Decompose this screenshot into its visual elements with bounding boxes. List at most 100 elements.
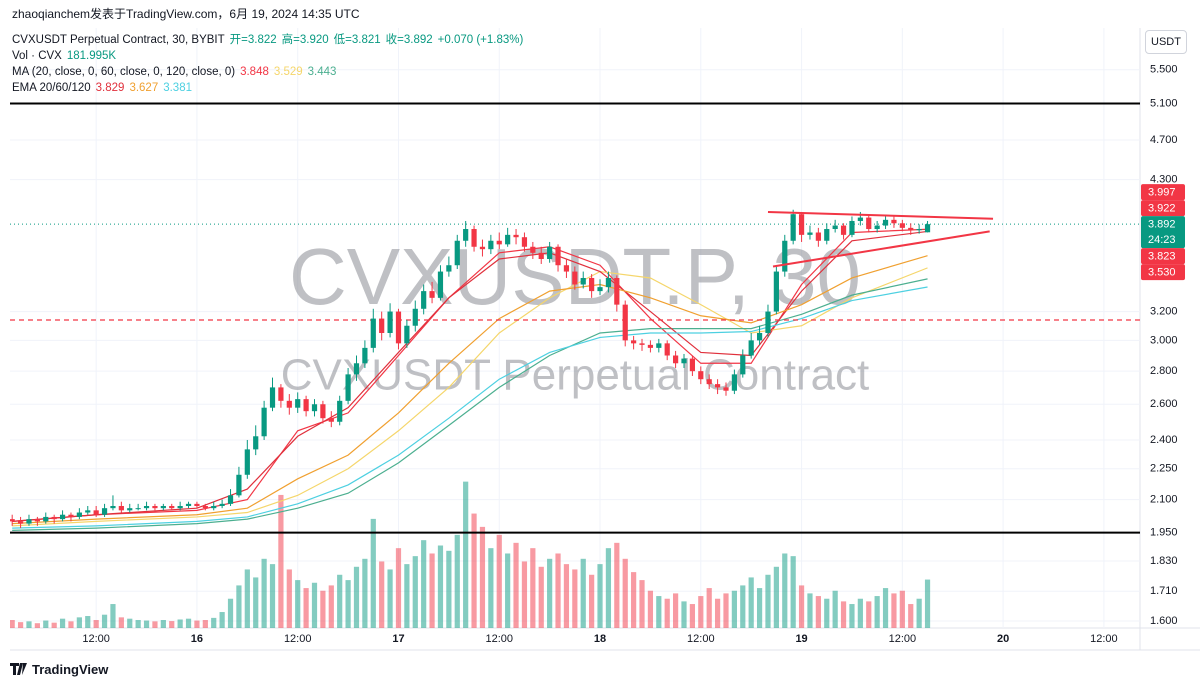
volume-title: Vol · CVX xyxy=(12,50,62,62)
volume-bar xyxy=(698,596,704,628)
candle-body xyxy=(866,217,872,230)
candle-body xyxy=(278,387,284,401)
volume-bar xyxy=(160,620,166,628)
candle-body xyxy=(345,374,351,401)
candle-body xyxy=(740,355,746,375)
volume-bar xyxy=(547,558,553,628)
volume-bar xyxy=(59,618,66,628)
x-tick-label: 12:00 xyxy=(1090,633,1118,645)
price-badge-label: 3.530 xyxy=(1148,267,1176,279)
volume-bar xyxy=(303,588,309,628)
candle-body xyxy=(446,265,452,272)
x-tick-label: 12:00 xyxy=(687,633,715,645)
candle-body xyxy=(362,347,368,364)
y-tick-label: 5.500 xyxy=(1150,64,1178,76)
volume-bar xyxy=(110,604,116,628)
volume-bar xyxy=(530,548,536,628)
volume-bar xyxy=(17,622,24,628)
volume-bar xyxy=(882,588,889,628)
volume-bar xyxy=(664,598,670,628)
volume-value: 181.995K xyxy=(66,50,117,62)
y-tick-label: 1.830 xyxy=(1150,555,1178,567)
volume-bar xyxy=(471,513,477,628)
candle-body xyxy=(782,240,788,272)
volume-bar xyxy=(622,558,628,628)
indicator-value: 3.443 xyxy=(307,66,337,78)
volume-bar xyxy=(227,598,234,628)
volume-bar xyxy=(127,618,133,628)
countdown: 24:23 xyxy=(1148,234,1176,246)
y-tick-label: 3.200 xyxy=(1150,305,1178,317)
candle-body xyxy=(253,436,259,450)
volume-bar xyxy=(26,621,32,628)
volume-bar xyxy=(43,620,49,628)
volume-bar xyxy=(538,566,544,628)
candle-body xyxy=(429,291,435,298)
volume-bar xyxy=(76,617,82,628)
volume-bar xyxy=(756,588,763,628)
candle-body xyxy=(589,277,595,292)
candle-body xyxy=(908,227,914,231)
ohlc-label: 收=3.892 xyxy=(385,34,433,46)
candle-body xyxy=(463,229,469,241)
indicator-value: 3.829 xyxy=(95,82,125,94)
volume-bar xyxy=(379,561,385,628)
candle-body xyxy=(395,311,402,344)
volume-bar xyxy=(454,534,460,628)
legend-row: CVXUSDT Perpetual Contract, 30, BYBIT 开=3… xyxy=(12,32,528,48)
legend-row: MA (20, close, 0, 60, close, 0, 120, clo… xyxy=(12,64,528,80)
indicator-value: 3.381 xyxy=(163,82,192,94)
volume-bar xyxy=(748,577,754,628)
candle-body xyxy=(194,503,200,507)
x-tick-label: 12:00 xyxy=(82,633,110,645)
candle-body xyxy=(437,271,444,298)
x-tick-label: 19 xyxy=(795,633,807,645)
volume-bar xyxy=(731,590,737,628)
volume-bar xyxy=(269,564,276,628)
currency-button[interactable]: USDT xyxy=(1145,30,1187,54)
volume-bar xyxy=(10,620,15,628)
candle-body xyxy=(236,474,242,496)
volume-bar xyxy=(169,621,175,628)
candle-body xyxy=(227,495,234,504)
volume-bar xyxy=(714,598,721,628)
candle-body xyxy=(488,240,494,250)
volume-bar xyxy=(353,566,360,628)
candle-body xyxy=(34,519,40,522)
candle-body xyxy=(269,387,276,408)
volume-bar xyxy=(395,548,402,628)
x-tick-label: 17 xyxy=(392,633,404,645)
candle-body xyxy=(311,404,318,412)
candle-body xyxy=(513,234,519,238)
volume-bar xyxy=(874,596,880,628)
volume-bar xyxy=(647,590,654,628)
ohlc-label: 高=3.920 xyxy=(281,34,329,46)
volume-bar xyxy=(437,545,444,628)
volume-bar xyxy=(488,548,494,628)
ohlc-label: 开=3.822 xyxy=(229,34,277,46)
candle-body xyxy=(10,519,15,522)
volume-bar xyxy=(345,580,351,628)
volume-bar xyxy=(563,564,570,628)
candle-body xyxy=(479,246,486,250)
candle-body xyxy=(790,214,796,241)
volume-bar xyxy=(93,620,99,628)
candle-body xyxy=(127,508,133,511)
candle-body xyxy=(580,277,586,285)
y-tick-label: 5.100 xyxy=(1150,97,1178,109)
candle-body xyxy=(756,332,763,341)
candle-body xyxy=(916,229,922,231)
candle-body xyxy=(656,343,662,348)
volume-bar xyxy=(177,619,183,628)
price-badge xyxy=(1141,200,1185,217)
volume-bar xyxy=(807,593,813,628)
footer-logo: TradingView xyxy=(10,659,108,679)
volume-bar xyxy=(463,481,469,628)
candle-body xyxy=(59,514,66,520)
volume-bar xyxy=(68,621,74,628)
candle-body xyxy=(899,223,905,228)
candle-body xyxy=(328,418,334,422)
volume-bar xyxy=(924,579,931,628)
y-tick-label: 4.300 xyxy=(1150,174,1178,186)
